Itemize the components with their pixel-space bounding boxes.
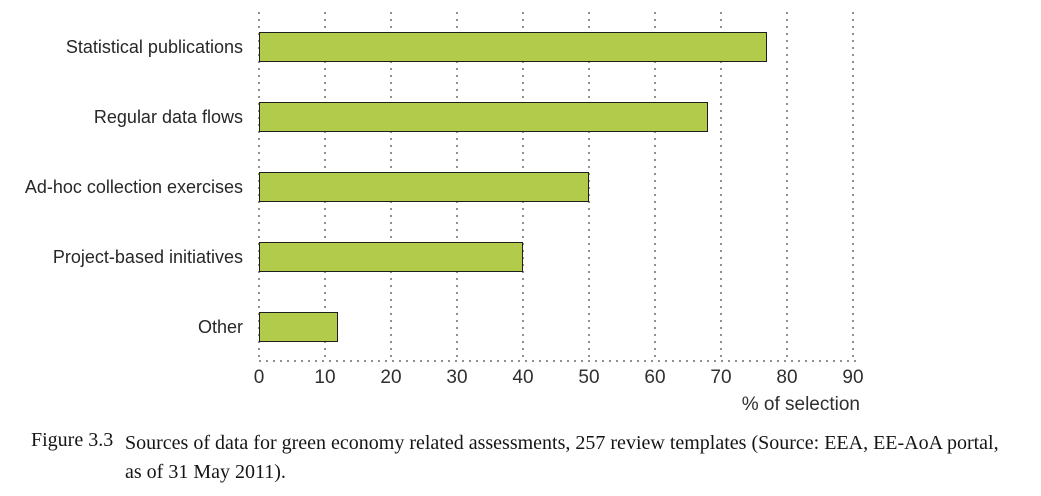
bar-5 bbox=[259, 312, 339, 342]
bar-row bbox=[259, 292, 853, 362]
category-label: Statistical publications bbox=[65, 36, 243, 57]
gridline-60 bbox=[654, 12, 656, 362]
x-tick-label-0: 0 bbox=[253, 367, 265, 388]
bar-3 bbox=[259, 172, 589, 202]
bar-row bbox=[259, 82, 853, 152]
figure-caption: Figure 3.3 Sources of data for green eco… bbox=[31, 429, 1005, 487]
plot-area bbox=[258, 12, 854, 362]
gridline-50 bbox=[588, 12, 590, 362]
gridline-70 bbox=[720, 12, 722, 362]
x-axis-line bbox=[259, 360, 859, 362]
x-axis-ticks: 0 10 20 30 40 50 60 70 80 90 bbox=[254, 367, 864, 391]
gridline-80 bbox=[785, 12, 788, 362]
category-label: Other bbox=[197, 316, 243, 337]
bar-4 bbox=[259, 242, 523, 272]
x-tick-label-20: 20 bbox=[380, 367, 402, 388]
category-label: Regular data flows bbox=[93, 106, 243, 127]
x-tick-label-70: 70 bbox=[710, 367, 732, 388]
x-tick-label-90: 90 bbox=[842, 367, 864, 388]
x-tick-label-30: 30 bbox=[446, 367, 468, 388]
category-label: Ad-hoc collection exercises bbox=[24, 176, 243, 197]
gridline-90 bbox=[852, 12, 854, 362]
x-tick-label-50: 50 bbox=[578, 367, 600, 388]
x-tick-label-10: 10 bbox=[314, 367, 336, 388]
bar-1 bbox=[259, 32, 768, 62]
figure-caption-text: Sources of data for green economy relate… bbox=[125, 432, 999, 483]
bar-row bbox=[259, 222, 853, 292]
bar-2 bbox=[259, 102, 708, 132]
x-tick-label-60: 60 bbox=[644, 367, 666, 388]
x-axis-title: % of selection bbox=[741, 394, 860, 415]
bar-row bbox=[259, 152, 853, 222]
x-tick-label-40: 40 bbox=[512, 367, 534, 388]
figure-caption-number: Figure 3.3 bbox=[31, 429, 114, 451]
bar-row bbox=[259, 12, 853, 82]
x-tick-label-80: 80 bbox=[776, 367, 798, 388]
category-labels: Statistical publications Regular data flo… bbox=[0, 12, 250, 362]
category-label: Project-based initiatives bbox=[52, 246, 243, 267]
